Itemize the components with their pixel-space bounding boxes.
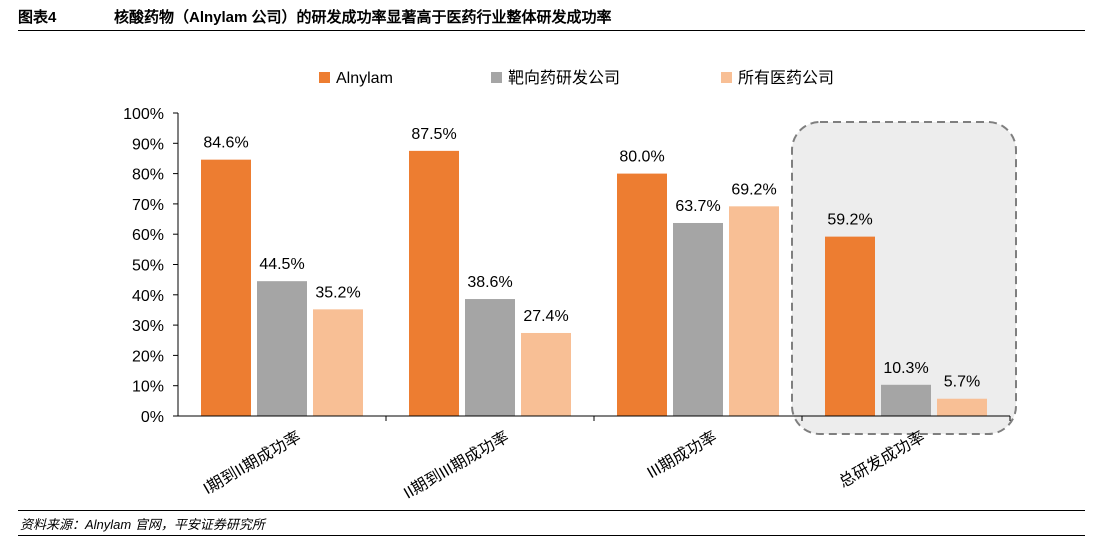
- y-tick-label: 30%: [132, 318, 164, 335]
- y-tick-label: 70%: [132, 197, 164, 214]
- x-category-label: III期成功率: [644, 428, 720, 482]
- legend: Alnylam 靶向药研发公司 所有医药公司: [319, 69, 834, 87]
- x-category-label: II期到III期成功率: [401, 428, 512, 503]
- data-label: 27.4%: [523, 308, 568, 325]
- legend-label: 靶向药研发公司: [508, 69, 620, 87]
- legend-label: Alnylam: [336, 70, 393, 87]
- data-label: 10.3%: [883, 360, 928, 377]
- bar: [617, 173, 667, 416]
- figure-source: 资料来源：Alnylam 官网，平安证券研究所: [20, 517, 265, 532]
- y-tick-label: 80%: [132, 167, 164, 184]
- data-label: 84.6%: [203, 135, 248, 152]
- bar: [409, 150, 459, 416]
- x-category-label: 总研发成功率: [836, 428, 928, 492]
- data-label: 5.7%: [944, 374, 980, 391]
- bar: [825, 236, 875, 416]
- bar: [881, 384, 931, 416]
- data-label: 69.2%: [731, 181, 776, 198]
- legend-swatch: [491, 72, 502, 83]
- x-category-label: I期到II期成功率: [200, 428, 304, 498]
- y-tick-label: 100%: [123, 106, 164, 123]
- data-label: 59.2%: [827, 212, 872, 229]
- bar: [673, 222, 723, 416]
- legend-swatch: [319, 72, 330, 83]
- y-tick-label: 0%: [141, 409, 164, 426]
- legend-swatch: [721, 72, 732, 83]
- y-axis: 0% 10% 20% 30% 40% 50% 60% 70% 80% 90% 100%: [123, 106, 179, 426]
- bar: [257, 281, 307, 416]
- bar: [729, 206, 779, 416]
- y-tick-label: 10%: [132, 379, 164, 396]
- data-label: 38.6%: [467, 274, 512, 291]
- bar: [521, 332, 571, 416]
- data-label: 44.5%: [259, 256, 304, 273]
- y-tick-label: 40%: [132, 288, 164, 305]
- bars: 84.6% 44.5% 35.2% 87.5% 38.6% 27.4% 80.0% 63.7%…: [201, 126, 987, 417]
- data-label: 35.2%: [315, 284, 360, 301]
- legend-label: 所有医药公司: [738, 69, 834, 87]
- figure-number: 图表4: [18, 9, 57, 26]
- y-tick-label: 50%: [132, 258, 164, 275]
- figure-title: 核酸药物（Alnylam 公司）的研发成功率显著高于医药行业整体研发成功率: [114, 9, 612, 26]
- bar: [465, 299, 515, 416]
- y-tick-label: 90%: [132, 136, 164, 153]
- bar: [201, 159, 251, 417]
- y-tick-label: 60%: [132, 227, 164, 244]
- data-label: 80.0%: [619, 149, 664, 166]
- bar: [937, 398, 987, 416]
- y-tick-label: 20%: [132, 348, 164, 365]
- data-label: 63.7%: [675, 198, 720, 215]
- figure-header: 图表4 核酸药物（Alnylam 公司）的研发成功率显著高于医药行业整体研发成功…: [18, 4, 1085, 31]
- data-label: 87.5%: [411, 126, 456, 143]
- figure-footer: 资料来源：Alnylam 官网，平安证券研究所: [18, 510, 1085, 536]
- bar: [313, 309, 363, 416]
